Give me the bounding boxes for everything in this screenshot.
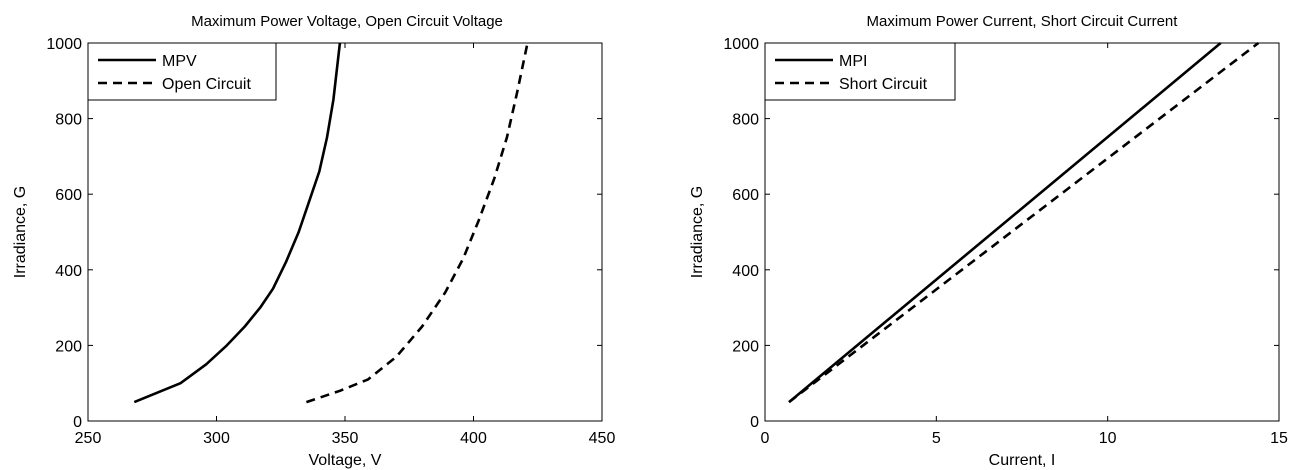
legend-box: [764, 42, 956, 101]
chart-title: Maximum Power Voltage, Open Circuit Volt…: [191, 13, 503, 30]
x-tick-label: 5: [932, 430, 941, 447]
legend-box: [87, 42, 277, 101]
y-tick-label: 400: [732, 263, 759, 280]
x-tick-label: 250: [75, 430, 102, 447]
series-layer: [788, 41, 1260, 404]
x-tick-label: 400: [460, 430, 487, 447]
y-tick-label: 0: [750, 414, 759, 431]
legend: MPV Open Circuit: [87, 42, 277, 101]
series-layer: [133, 42, 529, 404]
y-tick-label: 1000: [723, 36, 759, 53]
x-tick-label: 10: [1099, 430, 1117, 447]
y-tick-label: 800: [732, 112, 759, 129]
series-line-open-circuit: [305, 42, 529, 404]
x-axis-label: Voltage, V: [309, 452, 382, 469]
y-tick-label: 600: [732, 187, 759, 204]
legend-label: MPI: [839, 53, 867, 70]
legend-label: MPV: [162, 53, 197, 70]
y-tick-label: 400: [55, 263, 82, 280]
legend-label: Open Circuit: [162, 76, 251, 93]
y-tick-label: 200: [55, 338, 82, 355]
x-tick-label: 15: [1270, 430, 1288, 447]
x-tick-label: 300: [203, 430, 230, 447]
series-line-mpi: [788, 42, 1222, 404]
y-tick-label: 600: [55, 187, 82, 204]
voltage-chart: Maximum Power Voltage, Open Circuit Volt…: [12, 13, 615, 469]
series-line-mpv: [133, 42, 342, 404]
x-tick-label: 450: [589, 430, 616, 447]
y-tick-label: 200: [732, 338, 759, 355]
chart-title: Maximum Power Current, Short Circuit Cur…: [867, 13, 1179, 30]
y-tick-label: 1000: [46, 36, 82, 53]
tick-layer: 250 300 350 400 450 0 200 400 600 800 1000: [46, 36, 615, 447]
legend-label: Short Circuit: [839, 76, 928, 93]
current-chart: Maximum Power Current, Short Circuit Cur…: [689, 13, 1288, 469]
y-tick-label: 0: [73, 414, 82, 431]
plot-frame: [764, 42, 1280, 422]
x-tick-label: 350: [332, 430, 359, 447]
legend: MPI Short Circuit: [764, 42, 956, 101]
y-tick-label: 800: [55, 112, 82, 129]
x-axis-label: Current, I: [989, 452, 1056, 469]
x-tick-label: 0: [761, 430, 770, 447]
tick-layer: 0 5 10 15 0 200 400 600 800 1000: [723, 36, 1288, 447]
y-axis-label: Irradiance, G: [689, 186, 706, 278]
series-line-short-circuit: [788, 41, 1260, 404]
y-axis-label: Irradiance, G: [12, 186, 29, 278]
